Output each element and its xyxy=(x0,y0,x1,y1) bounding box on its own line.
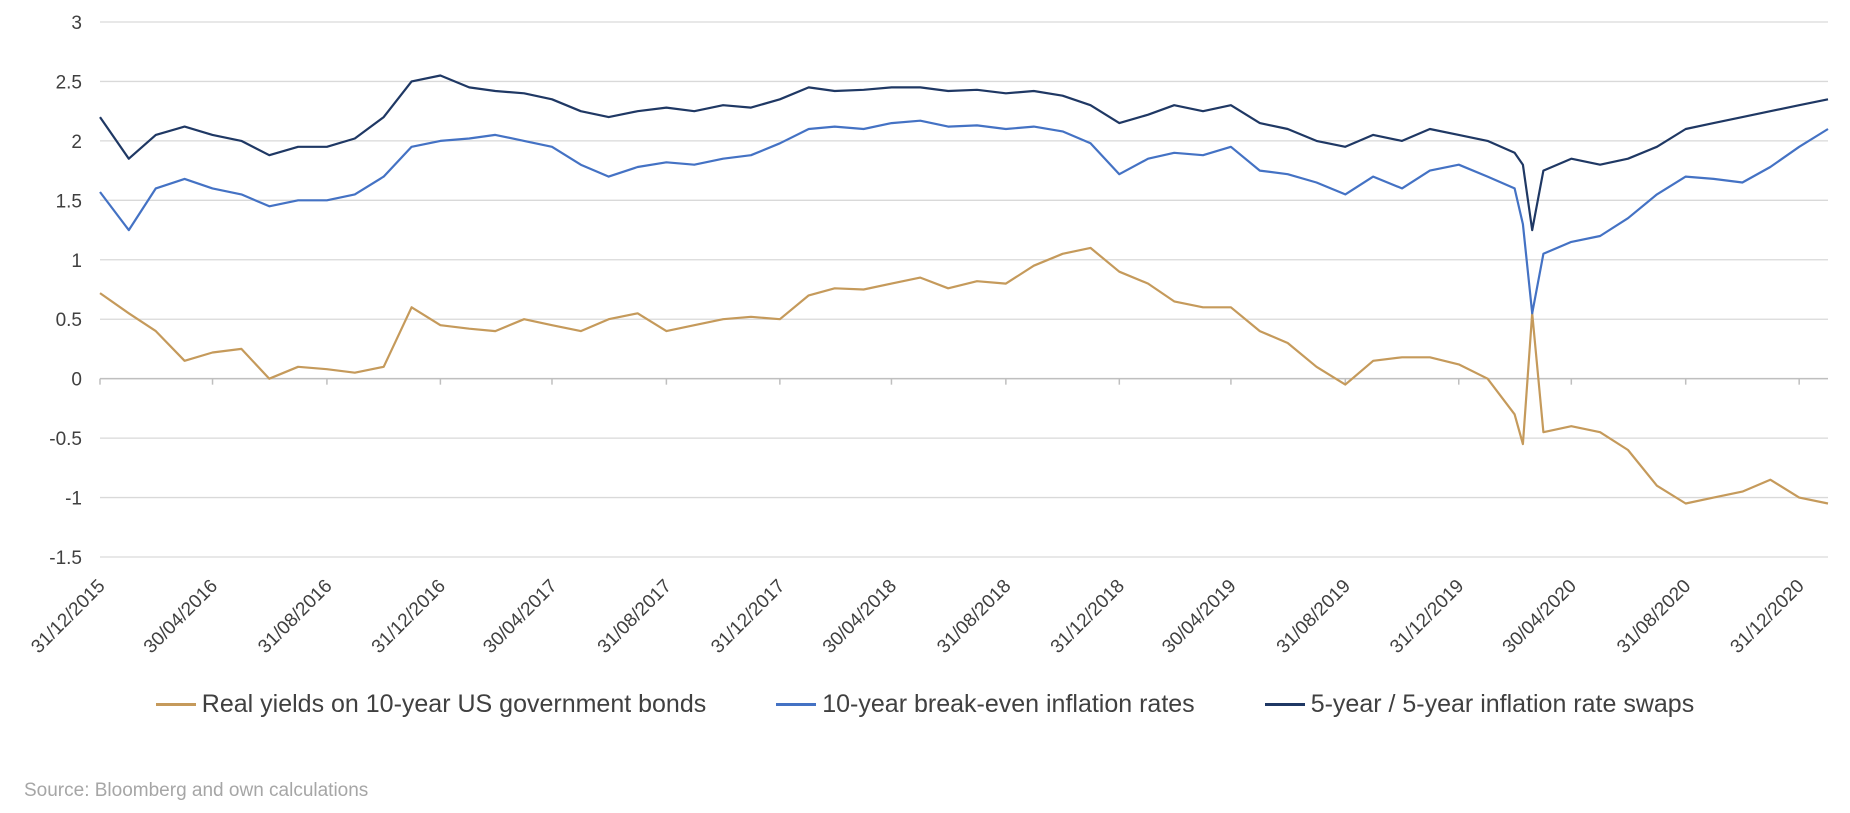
x-tick-label: 31/12/2017 xyxy=(707,576,789,658)
y-tick-label: 2 xyxy=(71,132,82,153)
x-tick-label: 31/08/2016 xyxy=(254,576,336,658)
legend-label: Real yields on 10-year US government bon… xyxy=(201,690,707,718)
y-tick-label: 3 xyxy=(71,13,82,34)
x-tick-label: 31/12/2016 xyxy=(368,576,450,658)
x-tick-label: 31/12/2019 xyxy=(1386,576,1468,658)
y-tick-label: 2.5 xyxy=(56,72,82,93)
y-axis-tick-labels: 3 2.5 2 1.5 1 0.5 0 -0.5 -1 -1.5 xyxy=(49,13,82,569)
legend-item-real-yields: Real yields on 10-year US government bon… xyxy=(155,690,707,719)
x-tick-label: 30/04/2019 xyxy=(1158,576,1240,658)
x-tick-label: 31/12/2020 xyxy=(1727,576,1809,658)
y-tick-label: 0 xyxy=(71,370,82,391)
series-line-3 xyxy=(99,74,1829,232)
legend-swatch xyxy=(1264,703,1305,706)
x-axis-tick-labels: 31/12/2015 30/04/2016 31/08/2016 31/12/2016… xyxy=(27,576,1808,658)
legend-item-breakeven: 10-year break-even inflation rates xyxy=(776,690,1195,719)
source-note: Source: Bloomberg and own calculations xyxy=(24,780,369,801)
legend-swatch xyxy=(155,703,196,706)
x-axis xyxy=(99,377,1828,385)
y-tick-label: 0.5 xyxy=(56,310,82,331)
x-tick-label: 31/12/2018 xyxy=(1047,576,1129,658)
legend-label: 10-year break-even inflation rates xyxy=(822,690,1195,718)
y-tick-label: 1.5 xyxy=(56,191,82,212)
x-tick-label: 30/04/2020 xyxy=(1499,576,1581,658)
series-lines xyxy=(99,74,1829,505)
x-tick-label: 30/04/2016 xyxy=(140,576,222,658)
y-tick-label: -0.5 xyxy=(49,429,82,450)
x-tick-label: 31/12/2015 xyxy=(27,576,109,658)
x-tick-label: 31/08/2019 xyxy=(1273,576,1355,658)
x-tick-label: 31/08/2017 xyxy=(594,576,676,658)
y-tick-label: -1.5 xyxy=(49,548,82,569)
legend-item-swaps: 5-year / 5-year inflation rate swaps xyxy=(1264,690,1695,719)
x-tick-label: 31/08/2018 xyxy=(933,576,1015,658)
legend: Real yields on 10-year US government bon… xyxy=(0,690,1850,719)
grid-lines xyxy=(100,21,1828,558)
series-line-1 xyxy=(99,246,1829,505)
y-tick-label: 1 xyxy=(71,251,82,272)
x-tick-label: 30/04/2017 xyxy=(479,576,561,658)
x-tick-label: 30/04/2018 xyxy=(819,576,901,658)
y-tick-label: -1 xyxy=(65,489,82,510)
x-tick-label: 31/08/2020 xyxy=(1613,576,1695,658)
legend-label: 5-year / 5-year inflation rate swaps xyxy=(1310,690,1695,718)
legend-swatch xyxy=(776,703,817,706)
series-line-2 xyxy=(99,119,1829,315)
line-chart: 3 2.5 2 1.5 1 0.5 0 -0.5 -1 -1.5 31/12/2015 30/04/… xyxy=(27,13,1829,658)
